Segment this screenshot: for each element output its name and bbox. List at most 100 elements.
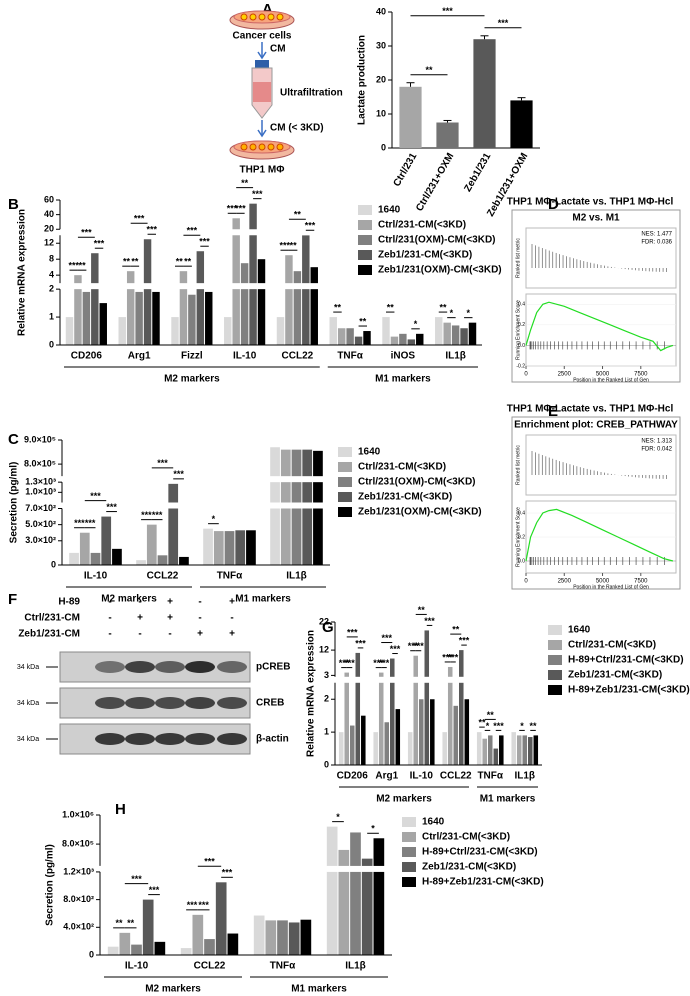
y-tick-label: 0.4 <box>518 510 525 516</box>
sign: - <box>138 597 141 608</box>
y-axis-label: Lactate production <box>357 35 368 125</box>
bar <box>390 336 399 345</box>
top-plot <box>525 227 677 289</box>
sig-label: *** <box>141 510 152 520</box>
top-axis-label: Ranked list metric <box>515 238 521 278</box>
bar <box>196 251 205 345</box>
sig-label: ** <box>418 605 426 615</box>
arrow-head <box>257 51 267 60</box>
y-tick-label: 9.0×10⁵ <box>24 434 56 444</box>
sig-label: *** <box>347 627 358 637</box>
bar <box>442 732 447 765</box>
y-tick-label: 1 <box>324 726 329 736</box>
x-tick-label: 5000 <box>596 372 610 378</box>
y-tick-label: 12 <box>319 644 329 654</box>
band-label: CREB <box>256 698 284 709</box>
bar <box>131 944 142 955</box>
group-label: M1 markers <box>291 984 347 995</box>
bar <box>337 328 346 345</box>
bar <box>213 531 224 565</box>
y-tick-label: 12 <box>44 238 54 248</box>
legend-label: Ctrl/231-CM(<3KD) <box>378 220 466 231</box>
x-tick-label: CCL22 <box>147 571 179 582</box>
gsea-frame <box>511 209 681 383</box>
bottom-plot <box>525 293 677 367</box>
bar <box>288 922 300 955</box>
step: CM (< 3KD) <box>270 123 324 134</box>
blot-band <box>185 733 215 745</box>
x-tick-label: Ctrl/231+OXM <box>414 151 456 213</box>
sig-label: *** <box>373 658 384 668</box>
x-tick-label: iNOS <box>391 351 416 362</box>
y-tick-label: 0 <box>324 759 329 769</box>
sig-label: *** <box>227 204 238 214</box>
bar <box>157 555 168 565</box>
bar <box>516 735 522 765</box>
bar <box>249 203 257 345</box>
sig-label: *** <box>408 641 419 651</box>
bar <box>188 294 196 345</box>
x-axis-label: Position in the Ranked List of Gen <box>573 377 649 383</box>
sig-label: *** <box>68 261 79 271</box>
x-tick-label: 2500 <box>558 579 572 585</box>
bar <box>399 333 407 345</box>
cell <box>267 143 275 151</box>
y-tick-label: 8 <box>49 254 54 264</box>
blot-band <box>155 697 185 709</box>
bar <box>399 86 422 148</box>
legend-label: Zeb1/231-CM(<3KD) <box>568 670 662 681</box>
bar <box>192 914 204 955</box>
gsea-stat: NES: 1.477 <box>641 232 672 238</box>
cell <box>267 13 275 21</box>
sig-label: ** <box>359 316 367 326</box>
group-label: M2 markers <box>164 374 220 385</box>
sign: - <box>230 613 233 624</box>
sig-label: *** <box>459 635 470 645</box>
bar <box>349 725 355 765</box>
y-tick-label: 2 <box>49 284 54 294</box>
bar <box>99 303 107 345</box>
bar <box>179 556 189 565</box>
blot-band <box>217 661 247 673</box>
sig-label: ** <box>290 241 298 251</box>
x-tick-label: TNFα <box>217 571 243 582</box>
arrow-head <box>257 129 267 138</box>
bar <box>118 317 126 345</box>
sig-label: *** <box>147 225 158 235</box>
sig-label: *** <box>279 241 290 251</box>
sig-label: *** <box>204 857 215 867</box>
bar <box>493 748 499 765</box>
bar <box>476 732 482 765</box>
bar <box>65 317 74 345</box>
x-tick-label: 7500 <box>634 579 648 585</box>
bar <box>300 919 312 955</box>
legend-swatch <box>358 250 372 260</box>
bar <box>355 652 361 765</box>
bar <box>240 263 249 345</box>
bar <box>82 291 91 345</box>
legend-label: H-89+Ctrl/231-CM(<3KD) <box>568 655 684 666</box>
bar <box>468 322 477 345</box>
bar <box>447 666 453 765</box>
x-tick-label: IL1β <box>514 771 535 782</box>
sig-label: * <box>450 308 454 318</box>
blot-band <box>185 661 215 673</box>
marker-label: 34 kDa <box>17 736 39 743</box>
x-tick-label: Zeb1/231+OXM <box>485 151 530 218</box>
x-tick-label: IL-10 <box>233 351 257 362</box>
sig-label: *** <box>187 900 198 910</box>
bar <box>487 735 493 765</box>
x-tick-label: Arg1 <box>128 351 151 362</box>
x-tick-label: Zeb1/231 <box>462 151 493 194</box>
sig-label: *** <box>198 900 209 910</box>
condition-label: Ctrl/231-CM <box>24 613 80 624</box>
x-tick-label: CCL22 <box>440 771 472 782</box>
sig-label: ** <box>387 302 395 312</box>
sign: - <box>168 629 171 640</box>
bar <box>413 655 418 765</box>
legend-label: Zeb1/231(OXM)-CM(<3KD) <box>378 265 502 276</box>
y-tick-label: 1.3×10³ <box>25 477 56 487</box>
y-tick-label: 40 <box>44 209 54 219</box>
legend-swatch <box>338 492 352 502</box>
y-tick-label: 8.0×10⁵ <box>24 458 56 468</box>
